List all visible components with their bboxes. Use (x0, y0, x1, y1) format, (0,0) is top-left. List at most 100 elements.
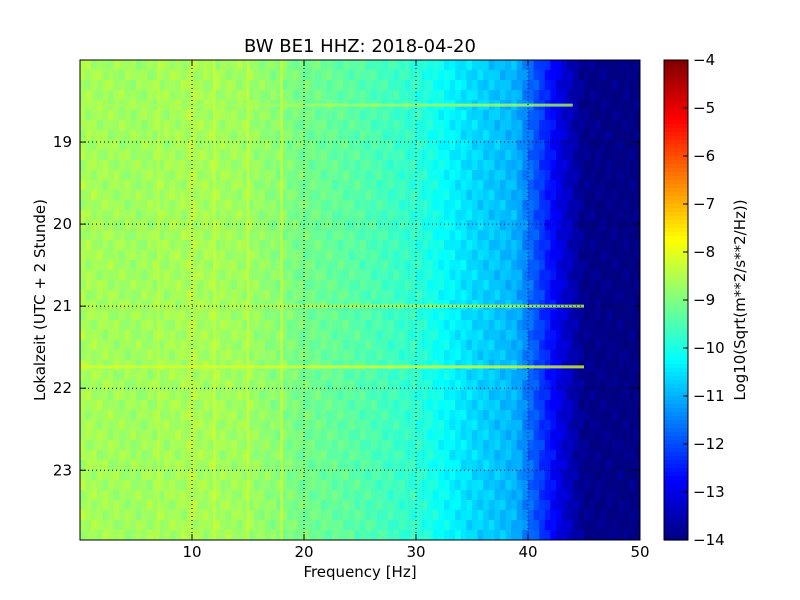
heatmap-cell (130, 420, 137, 431)
heatmap-cell (192, 460, 199, 471)
heatmap-cell (320, 530, 327, 540)
heatmap-cell (141, 380, 148, 391)
heatmap-cell (113, 210, 120, 221)
heatmap-cell (326, 90, 333, 101)
heatmap-cell (164, 430, 171, 441)
heatmap-cell (242, 170, 249, 181)
heatmap-cell (270, 370, 277, 381)
heatmap-cell (589, 280, 596, 291)
heatmap-cell (477, 530, 484, 540)
heatmap-cell (600, 290, 607, 301)
heatmap-cell (231, 210, 238, 221)
heatmap-cell (197, 460, 204, 471)
heatmap-cell (617, 420, 624, 431)
colorbar-cell (664, 472, 688, 477)
colorbar-cell (664, 240, 688, 245)
heatmap-cell (292, 260, 299, 271)
heatmap-cell (578, 420, 585, 431)
heatmap-cell (136, 250, 143, 261)
heatmap-cell (432, 410, 439, 421)
heatmap-cell (567, 160, 574, 171)
heatmap-cell (236, 340, 243, 351)
heatmap-cell (326, 160, 333, 171)
heatmap-cell (606, 390, 613, 401)
heatmap-cell (427, 260, 434, 271)
heatmap-cell (298, 320, 305, 331)
heatmap-cell (169, 230, 176, 241)
heatmap-cell (264, 190, 271, 201)
heatmap-cell (320, 480, 327, 491)
heatmap-cell (404, 520, 411, 531)
heatmap-cell (96, 530, 103, 540)
heatmap-cell (404, 230, 411, 241)
heatmap-cell (348, 530, 355, 540)
heatmap-cell (595, 160, 602, 171)
heatmap-cell (180, 480, 187, 491)
heatmap-cell (539, 340, 546, 351)
heatmap-cell (304, 260, 311, 271)
heatmap-cell (203, 230, 210, 241)
heatmap-cell (449, 340, 456, 351)
heatmap-cell (130, 70, 137, 81)
heatmap-cell (158, 90, 165, 101)
heatmap-cell (270, 390, 277, 401)
heatmap-cell (348, 290, 355, 301)
heatmap-cell (561, 200, 568, 211)
heatmap-cell (158, 190, 165, 201)
heatmap-cell (612, 180, 619, 191)
heatmap-cell (371, 520, 378, 531)
heatmap-cell (326, 380, 333, 391)
heatmap-cell (511, 90, 518, 101)
heatmap-cell (192, 130, 199, 141)
heatmap-cell (488, 240, 495, 251)
heatmap-cell (102, 270, 109, 281)
heatmap-cell (410, 230, 417, 241)
heatmap-cell (96, 350, 103, 361)
heatmap-cell (158, 430, 165, 441)
heatmap-cell (180, 90, 187, 101)
heatmap-cell (298, 150, 305, 161)
heatmap-cell (533, 250, 540, 261)
heatmap-cell (567, 500, 574, 511)
heatmap-cell (399, 390, 406, 401)
heatmap-cell (567, 450, 574, 461)
heatmap-cell (500, 80, 507, 91)
heatmap-cell (203, 480, 210, 491)
colorbar-cell (664, 516, 688, 521)
heatmap-cell (360, 380, 367, 391)
heatmap-cell (304, 180, 311, 191)
heatmap-cell (533, 480, 540, 491)
heatmap-cell (287, 470, 294, 481)
heatmap-cell (572, 70, 579, 81)
heatmap-cell (494, 230, 501, 241)
heatmap-cell (505, 510, 512, 521)
heatmap-cell (416, 490, 423, 501)
heatmap-cell (500, 400, 507, 411)
heatmap-cell (259, 350, 266, 361)
heatmap-cell (236, 290, 243, 301)
heatmap-cell (444, 140, 451, 151)
heatmap-cell (561, 370, 568, 381)
heatmap-cell (388, 220, 395, 231)
heatmap-cell (516, 310, 523, 321)
heatmap-cell (248, 470, 255, 481)
heatmap-cell (141, 340, 148, 351)
heatmap-cell (617, 140, 624, 151)
heatmap-cell (539, 200, 546, 211)
heatmap-cell (136, 130, 143, 141)
heatmap-cell (281, 190, 288, 201)
heatmap-cell (606, 180, 613, 191)
heatmap-cell (119, 380, 126, 391)
heatmap-cell (460, 420, 467, 431)
heatmap-cell (606, 270, 613, 281)
heatmap-cell (248, 530, 255, 540)
heatmap-cell (225, 390, 232, 401)
heatmap-cell (264, 450, 271, 461)
heatmap-cell (488, 210, 495, 221)
heatmap-cell (617, 220, 624, 231)
heatmap-cell (236, 130, 243, 141)
heatmap-cell (152, 410, 159, 421)
heatmap-cell (634, 80, 640, 91)
heatmap-cell (326, 530, 333, 540)
heatmap-cell (460, 170, 467, 181)
